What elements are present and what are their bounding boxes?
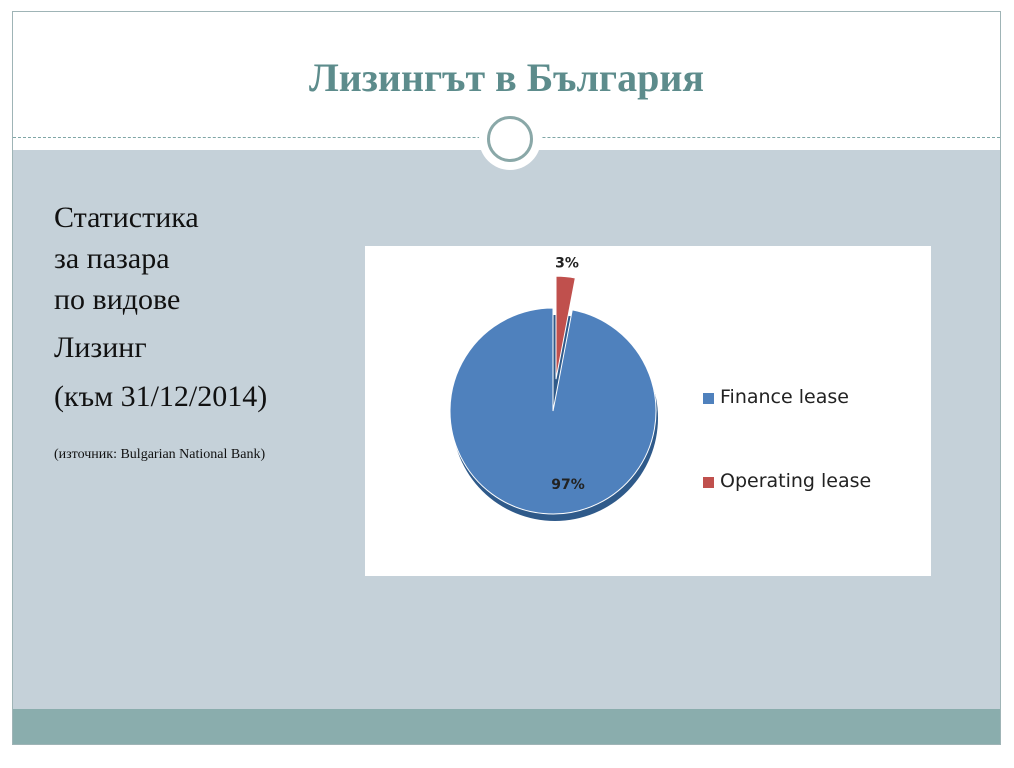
date-label: (към 31/12/2014) [54, 380, 268, 413]
footer-band [13, 709, 1000, 744]
pie-chart-panel: 3% 97% Finance lease Operating lease [365, 246, 931, 576]
legend-swatch [703, 477, 714, 488]
pie-slice-operating-lease [555, 275, 576, 380]
leasing-label: Лизинг [54, 331, 147, 364]
pie-slice-finance-lease [449, 307, 657, 515]
pie-data-label: 3% [555, 256, 579, 272]
heading-line: за пазара [54, 242, 170, 275]
legend-swatch [703, 393, 714, 404]
pie-data-label: 97% [551, 477, 585, 493]
legend-entry: Operating lease [720, 470, 871, 492]
pie-chart: 3% 97% Finance lease Operating lease [449, 256, 871, 521]
circle-ornament-icon [479, 108, 541, 170]
heading-line: по видове [54, 283, 181, 316]
source-label: (източник: Bulgarian National Bank) [54, 447, 266, 462]
heading-line: Статистика [54, 201, 199, 234]
statistics-heading: Статистика за пазара по видове [54, 197, 199, 320]
slide-title: Лизингът в България [308, 55, 705, 100]
legend-entry: Finance lease [720, 386, 849, 408]
